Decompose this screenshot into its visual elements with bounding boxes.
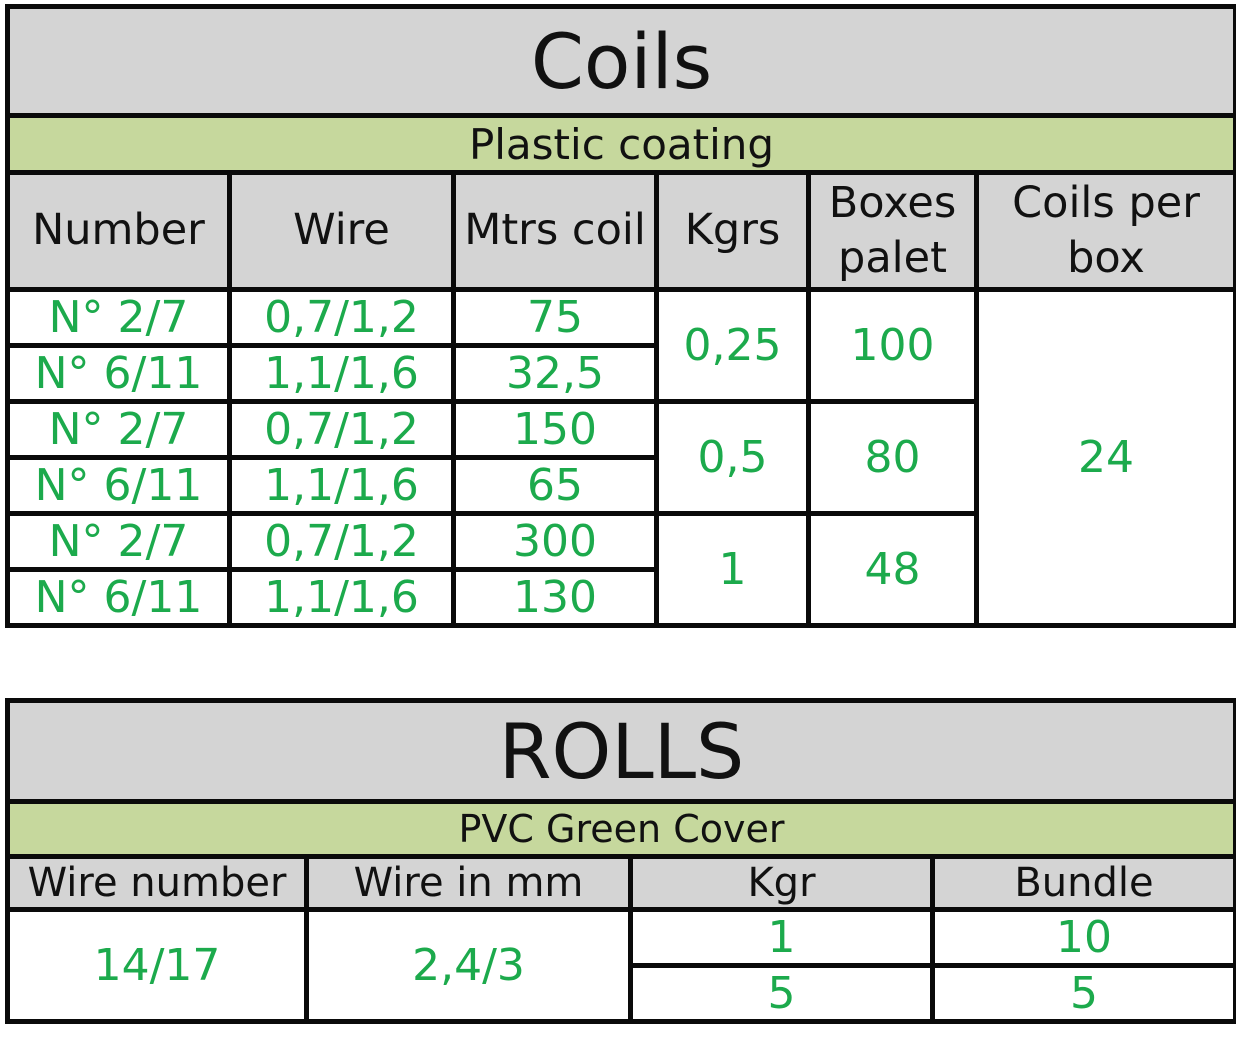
header-coils-per-box: Coils per box xyxy=(973,170,1236,292)
cell-mtrs-coil: 75 xyxy=(451,287,659,348)
header-wire-number: Wire number xyxy=(5,854,309,912)
table-row: 5 5 xyxy=(8,963,1236,1024)
header-boxes-palet: Boxes palet xyxy=(806,170,979,292)
table-row: N° 6/11 1,1/1,6 65 xyxy=(5,455,1236,516)
table-row: N° 6/11 1,1/1,6 130 xyxy=(5,567,1236,628)
cell-wire: 1,1/1,6 xyxy=(227,567,456,628)
table-row: N° 2/7 0,7/1,2 75 0,25 100 24 xyxy=(5,287,1236,628)
cell-mtrs-coil: 130 xyxy=(451,567,659,628)
table-row: N° 6/11 1,1/1,6 32,5 xyxy=(5,343,1236,404)
cell-kgrs: 1 xyxy=(654,511,811,628)
cell-boxes-palet: 100 xyxy=(806,287,979,404)
cell-number: N° 2/7 xyxy=(5,399,232,460)
cell-boxes-palet: 80 xyxy=(806,399,979,516)
table-row: 14/17 2,4/3 1 10 xyxy=(5,907,1236,1024)
header-wire-in-mm: Wire in mm xyxy=(304,854,633,912)
coils-title: Coils xyxy=(4,4,1236,118)
cell-wire: 0,7/1,2 xyxy=(227,511,456,572)
cell-kgrs: 0,5 xyxy=(654,399,811,516)
cell-bundle: 5 xyxy=(930,963,1236,1024)
cell-boxes-palet: 48 xyxy=(806,511,979,628)
header-kgr: Kgr xyxy=(628,854,935,912)
cell-mtrs-coil: 32,5 xyxy=(451,343,659,404)
cell-mtrs-coil: 300 xyxy=(451,511,659,572)
cell-number: N° 2/7 xyxy=(5,511,232,572)
cell-kgr: 1 xyxy=(628,907,935,968)
table-row: N° 2/7 0,7/1,2 150 0,5 80 xyxy=(5,399,1236,516)
cell-wire-in-mm: 2,4/3 xyxy=(304,907,633,1024)
cell-number: N° 6/11 xyxy=(5,343,232,404)
cell-wire: 1,1/1,6 xyxy=(227,343,456,404)
rolls-title: ROLLS xyxy=(5,698,1236,804)
cell-mtrs-coil: 150 xyxy=(451,399,659,460)
cell-wire: 0,7/1,2 xyxy=(227,287,456,348)
coils-subtitle: Plastic coating xyxy=(4,113,1236,175)
cell-number: N° 6/11 xyxy=(5,567,232,628)
cell-mtrs-coil: 65 xyxy=(451,455,659,516)
cell-wire-number: 14/17 xyxy=(5,907,309,1024)
cell-kgr: 5 xyxy=(628,963,935,1024)
cell-bundle: 10 xyxy=(930,907,1236,968)
header-wire: Wire xyxy=(227,170,456,292)
header-kgrs: Kgrs xyxy=(654,170,811,292)
header-number: Number xyxy=(5,170,232,292)
cell-coils-per-box: 24 xyxy=(973,287,1236,628)
cell-kgrs: 0,25 xyxy=(654,287,811,404)
header-bundle: Bundle xyxy=(930,854,1236,912)
cell-number: N° 6/11 xyxy=(5,455,232,516)
cell-wire: 0,7/1,2 xyxy=(227,399,456,460)
rolls-subtitle: PVC Green Cover xyxy=(5,799,1236,859)
table-row: N° 2/7 0,7/1,2 300 1 48 xyxy=(5,511,1236,628)
header-mtrs-coil: Mtrs coil xyxy=(451,170,659,292)
cell-number: N° 2/7 xyxy=(5,287,232,348)
rolls-table: ROLLS PVC Green Cover Wire number Wire i… xyxy=(5,698,1236,1024)
cell-wire: 1,1/1,6 xyxy=(227,455,456,516)
coils-table: Coils Plastic coating Number Wire Mtrs c… xyxy=(4,4,1236,628)
